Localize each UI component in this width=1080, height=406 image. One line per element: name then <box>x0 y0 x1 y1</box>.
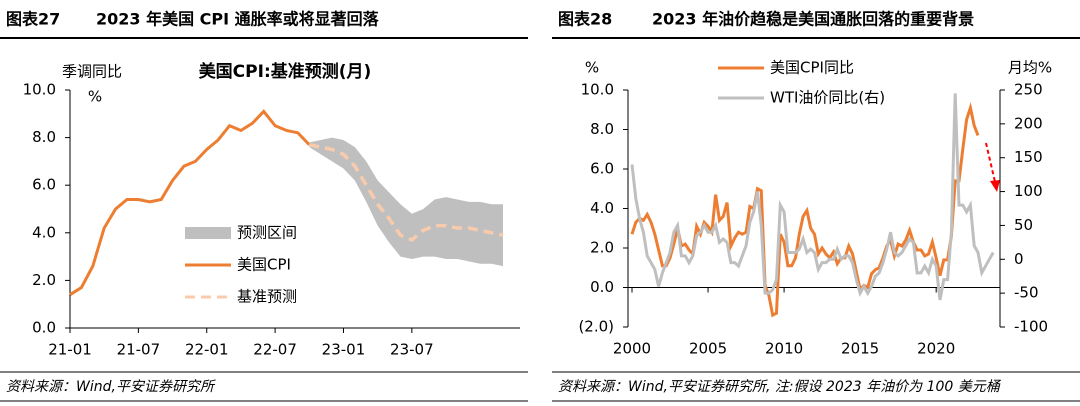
x-tick-label: 22-07 <box>253 341 297 359</box>
x-tick-label: 23-01 <box>322 341 366 359</box>
series-line <box>308 143 504 242</box>
y-tick-label: 2.0 <box>32 271 56 289</box>
source-note: 资料来源：Wind,平安证券研究所, 注:假设 2023 年油价为 100 美元… <box>558 379 1002 395</box>
chart-title: 2023 年美国 CPI 通胀率或将显著回落 <box>96 10 380 29</box>
arrow-line <box>985 142 996 183</box>
series-line <box>69 109 311 296</box>
arrow-annotation <box>985 142 1000 192</box>
y2-tick-label: 250 <box>1014 81 1043 99</box>
x-tick-label: 2020 <box>917 340 955 358</box>
chart-subtitle: 美国CPI:基准预测(月) <box>199 61 372 82</box>
y-tick-label: 2.0 <box>590 239 614 257</box>
legend-label: 美国CPI同比 <box>770 59 854 77</box>
arrow-head <box>990 180 1000 192</box>
legend-swatch <box>185 227 231 239</box>
series-line <box>630 101 980 318</box>
legend-label: WTI油价同比(右) <box>770 89 885 107</box>
legend-label: 预测区间 <box>237 224 297 242</box>
y-tick-label: 8.0 <box>590 120 614 138</box>
y-axis-label: 季调同比 <box>62 63 122 81</box>
x-tick-label: 21-07 <box>117 341 161 359</box>
x-tick-label: 2000 <box>613 340 651 358</box>
y-tick-label: 0.0 <box>590 278 614 296</box>
source-note: 资料来源：Wind,平安证券研究所 <box>6 379 216 395</box>
figure-label: 图表27 <box>6 10 60 29</box>
x-tick-label: 2010 <box>765 340 803 358</box>
y-tick-label: 6.0 <box>32 176 56 194</box>
series-line <box>630 93 995 301</box>
y-unit: % <box>88 88 102 106</box>
forecast-band <box>309 137 503 267</box>
x-tick-label: 23-07 <box>390 341 434 359</box>
y-tick-label: 4.0 <box>32 223 56 241</box>
chart-title: 2023 年油价趋稳是美国通胀回落的重要背景 <box>652 10 974 29</box>
x-tick-label: 2015 <box>841 340 879 358</box>
y-tick-label: 10.0 <box>23 81 56 99</box>
x-tick-label: 22-01 <box>185 341 229 359</box>
legend-label: 基准预测 <box>237 288 297 306</box>
y-tick-label: 8.0 <box>32 128 56 146</box>
y2-tick-label: 200 <box>1014 114 1043 132</box>
x-tick-label: 21-01 <box>48 341 92 359</box>
y-unit: % <box>585 59 599 77</box>
y-tick-label: 4.0 <box>590 199 614 217</box>
y-tick-label: 0.0 <box>32 319 56 337</box>
legend-label: 美国CPI <box>237 256 291 274</box>
figure-label: 图表28 <box>558 10 612 29</box>
y2-tick-label: 50 <box>1014 216 1033 234</box>
y-tick-label: (2.0) <box>578 318 614 336</box>
y-tick-label: 6.0 <box>590 160 614 178</box>
y2-tick-label: 0 <box>1014 250 1024 268</box>
y2-tick-label: -100 <box>1014 318 1048 336</box>
x-tick-label: 2005 <box>689 340 727 358</box>
y-tick-label: 10.0 <box>581 81 614 99</box>
y2-tick-label: 100 <box>1014 182 1043 200</box>
y2-tick-label: -50 <box>1014 284 1039 302</box>
y2-unit: 月均% <box>1008 59 1052 77</box>
y2-tick-label: 150 <box>1014 148 1043 166</box>
